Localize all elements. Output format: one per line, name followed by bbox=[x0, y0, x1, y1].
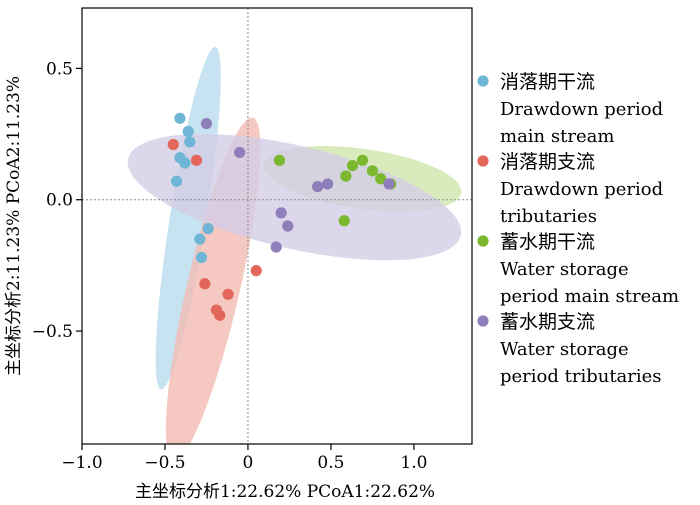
legend-label-en-4-1: Water storage bbox=[500, 339, 629, 360]
point-series-1-5 bbox=[179, 157, 191, 169]
point-series-2-5 bbox=[214, 309, 226, 321]
axis-ticks: −1.0 −0.5 0 0.5 1.0 0.5 0.0 −0.5 bbox=[32, 59, 428, 473]
legend-label-en-3-1: Water storage bbox=[500, 259, 629, 280]
point-series-1-7 bbox=[202, 223, 214, 235]
legend-label-en-2-2: tributaries bbox=[500, 206, 597, 227]
y-axis-title: 主坐标分析2:11.23% PCoA2:11.23% bbox=[4, 76, 24, 376]
legend: 消落期干流 Drawdown period main stream 消落期支流 Draw… bbox=[477, 71, 679, 387]
legend-label-en-4-2: period tributaries bbox=[500, 366, 662, 387]
point-series-3-7 bbox=[340, 170, 352, 182]
legend-label-zh-1: 消落期干流 bbox=[500, 71, 595, 93]
x-tick-label: 1.0 bbox=[400, 453, 427, 473]
legend-label-zh-3: 蓄水期干流 bbox=[500, 231, 595, 253]
ellipse-series-1 bbox=[155, 46, 221, 390]
point-series-2-3 bbox=[199, 278, 211, 290]
point-series-1-4 bbox=[184, 136, 196, 148]
x-tick-label: 0.5 bbox=[317, 453, 344, 473]
y-tick-label: 0.0 bbox=[46, 191, 73, 211]
legend-marker-2 bbox=[477, 155, 489, 167]
confidence-ellipses bbox=[127, 46, 462, 444]
legend-label-zh-2: 消落期支流 bbox=[500, 151, 595, 173]
y-tick-label: 0.5 bbox=[46, 59, 73, 79]
legend-marker-3 bbox=[477, 235, 489, 247]
x-tick-label: 0 bbox=[243, 453, 254, 473]
legend-label-en-1-2: main stream bbox=[500, 126, 614, 147]
point-series-1-8 bbox=[194, 233, 206, 245]
y-tick-label: −0.5 bbox=[32, 322, 73, 342]
point-series-1-2 bbox=[182, 125, 194, 138]
point-series-1-9 bbox=[195, 251, 208, 264]
point-series-3-3 bbox=[356, 154, 369, 166]
point-series-4-8 bbox=[270, 241, 282, 253]
x-tick-label: −0.5 bbox=[144, 453, 185, 473]
plot-border bbox=[81, 7, 473, 445]
legend-label-zh-4: 蓄水期支流 bbox=[500, 311, 595, 333]
point-series-1-1 bbox=[174, 112, 186, 124]
point-series-3-8 bbox=[338, 215, 350, 227]
point-series-1-6 bbox=[170, 175, 183, 187]
x-axis-title: 主坐标分析1:22.62% PCoA1:22.62% bbox=[135, 482, 435, 502]
point-series-4-5 bbox=[383, 178, 395, 190]
point-series-2-7 bbox=[250, 265, 262, 277]
plot-frame bbox=[81, 7, 473, 445]
point-series-4-7 bbox=[282, 220, 294, 232]
legend-marker-4 bbox=[477, 315, 489, 327]
point-series-4-4 bbox=[312, 181, 324, 193]
x-tick-label: −1.0 bbox=[61, 453, 102, 473]
point-series-4-6 bbox=[275, 207, 287, 219]
point-series-3-4 bbox=[366, 165, 379, 177]
point-series-4-3 bbox=[322, 178, 334, 190]
point-series-4-2 bbox=[234, 146, 246, 159]
point-series-2-1 bbox=[167, 138, 179, 151]
point-series-3-5 bbox=[375, 173, 387, 185]
legend-label-en-2-1: Drawdown period bbox=[500, 179, 663, 200]
point-series-2-6 bbox=[222, 288, 234, 300]
point-series-2-2 bbox=[190, 154, 203, 166]
data-points bbox=[167, 112, 397, 321]
legend-marker-1 bbox=[477, 75, 489, 87]
legend-label-en-1-1: Drawdown period bbox=[500, 99, 663, 120]
point-series-3-1 bbox=[273, 154, 286, 166]
point-series-3-2 bbox=[346, 159, 359, 172]
ellipse-series-4 bbox=[127, 133, 462, 261]
point-series-4-1 bbox=[200, 117, 213, 130]
legend-label-en-3-2: period main stream bbox=[500, 286, 679, 307]
